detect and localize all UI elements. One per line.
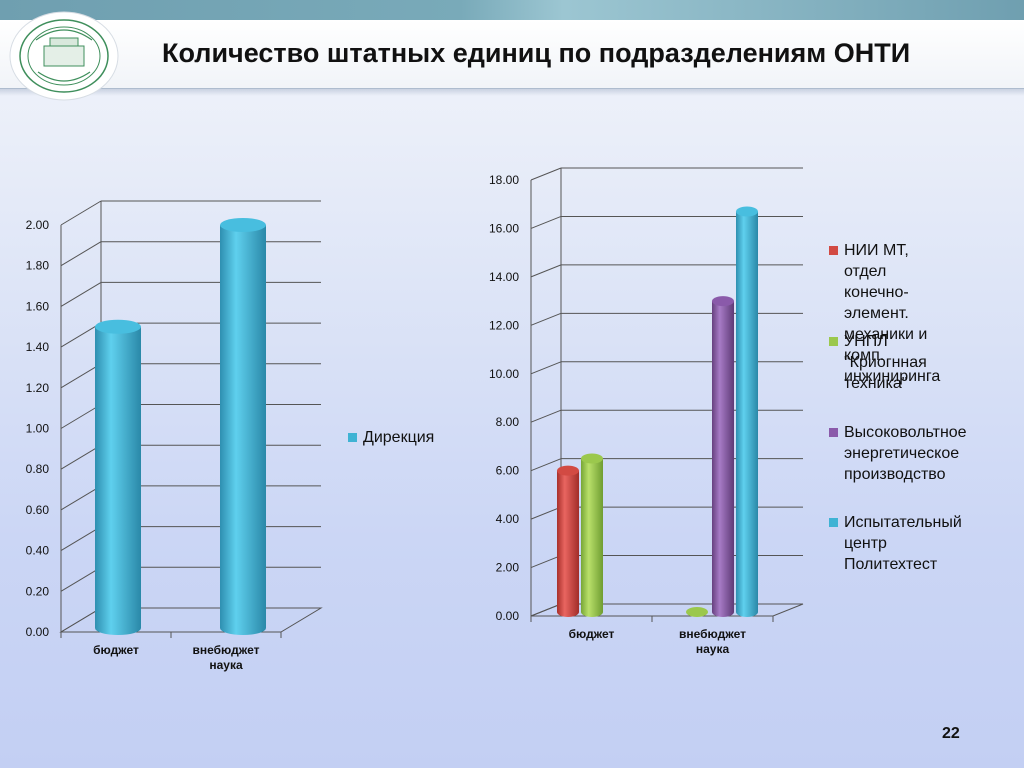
y-tick-label: 2.00: [496, 561, 520, 575]
bar-0-0: [557, 470, 579, 617]
gridline-diagonal: [60, 363, 102, 389]
y-tick-label: 4.00: [496, 512, 520, 526]
y-tick-label: 1.20: [26, 381, 50, 395]
x-category-label: наука: [209, 658, 243, 672]
gridline-diagonal: [530, 506, 562, 520]
gridline-diagonal: [60, 526, 102, 552]
page-title: Количество штатных единиц по подразделен…: [162, 38, 911, 68]
bar-cap-0-0: [557, 465, 579, 476]
gridline-diagonal: [530, 264, 562, 278]
chart-departments-gridlines: [530, 167, 804, 622]
x-category-label: внебюджет: [192, 643, 259, 657]
y-tick-label: 0.60: [26, 503, 50, 517]
gridline-diagonal: [60, 200, 102, 226]
bar-cap-3-1: [736, 206, 758, 217]
top-decorative-band: [0, 0, 1024, 20]
legend-swatch-high-voltage: [829, 428, 838, 437]
gridline-diagonal: [530, 361, 562, 375]
legend-label-high-voltage: Высоковольтное энергетическое производст…: [844, 424, 967, 483]
bar-0-1: [220, 225, 266, 635]
y-tick-label: 0.20: [26, 584, 50, 598]
bar-cap-1-0: [581, 453, 603, 464]
x-category-label: наука: [696, 642, 730, 656]
gridline-diagonal: [60, 322, 102, 348]
gridline-diagonal: [530, 409, 562, 423]
gridline-diagonal: [530, 215, 562, 229]
y-tick-label: 16.00: [489, 221, 519, 235]
gridline-diagonal: [530, 458, 562, 472]
chart-departments-y-ticks: 0.00 2.00 4.00 6.00 8.00 10.00 12.00 14.00 16.00…: [489, 173, 519, 623]
gridline-diagonal: [60, 485, 102, 511]
y-tick-label: 0.40: [26, 544, 50, 558]
title-band: [0, 20, 1024, 89]
x-category-label: внебюджет: [679, 627, 746, 641]
bar-1-0: [581, 458, 603, 617]
bar-cap-0-0: [95, 319, 141, 334]
x-category-label: бюджет: [569, 627, 615, 641]
bar-3-1: [736, 211, 758, 617]
y-tick-label: 1.60: [26, 299, 50, 313]
bar-2-1: [712, 301, 734, 617]
bar-zero-1-1: [686, 607, 708, 617]
bar-0-0: [95, 326, 141, 635]
gridline-diagonal: [60, 241, 102, 267]
gridline-diagonal: [60, 404, 102, 429]
y-tick-label: 14.00: [489, 270, 519, 284]
gridline-diagonal: [60, 566, 102, 592]
y-tick-label: 0.00: [26, 625, 50, 639]
legend-label-direction: Дирекция: [363, 429, 435, 446]
legend-swatch-polytechtest: [829, 518, 838, 527]
floor: [59, 607, 323, 633]
gridline-diagonal: [530, 555, 562, 569]
y-tick-label: 2.00: [26, 218, 50, 232]
gridline-diagonal: [530, 167, 562, 181]
y-tick-label: 10.00: [489, 367, 519, 381]
gridline-diagonal: [60, 281, 102, 307]
chart-direction-y-ticks: 0.00 0.20 0.40 0.60 0.80 1.00 1.20 1.40 1.60 1.80…: [26, 218, 50, 639]
y-tick-label: 12.00: [489, 318, 519, 332]
chart-departments-bars: [557, 206, 758, 617]
legend-swatch-unpl: [829, 337, 838, 346]
title-band-shadow: [0, 88, 1024, 96]
bar-cap-2-1: [712, 296, 734, 307]
gridline-diagonal: [530, 312, 562, 326]
y-tick-label: 8.00: [496, 415, 520, 429]
y-tick-label: 1.80: [26, 259, 50, 273]
page-number: 22: [942, 725, 960, 742]
gridline-diagonal: [60, 444, 102, 470]
legend-label-polytechtest: Испытательный центр Политехтест: [844, 514, 962, 573]
y-tick-label: 1.40: [26, 340, 50, 354]
legend-label-nii-mt: НИИ МТ, отдел конечно-элемент. механики …: [844, 242, 941, 385]
y-tick-label: 0.00: [496, 609, 520, 623]
legend-label-unpl: УНПЛ "Криогнная техника": [844, 333, 927, 392]
y-tick-label: 0.80: [26, 462, 50, 476]
y-tick-label: 18.00: [489, 173, 519, 187]
chart-direction: 0.00 0.20 0.40 0.60 0.80 1.00 1.20 1.40 1.60 1.80…: [26, 200, 323, 672]
chart-direction-bars: [95, 218, 266, 635]
y-tick-label: 6.00: [496, 464, 520, 478]
x-category-label: бюджет: [93, 643, 139, 657]
legend-swatch-nii-mt: [829, 246, 838, 255]
y-tick-label: 1.00: [26, 422, 50, 436]
legend-swatch-direction: [348, 433, 357, 442]
bar-cap-0-1: [220, 218, 266, 232]
university-seal-logo: [9, 11, 119, 101]
chart-departments: 0.00 2.00 4.00 6.00 8.00 10.00 12.00 14.00 16.00…: [489, 167, 804, 656]
